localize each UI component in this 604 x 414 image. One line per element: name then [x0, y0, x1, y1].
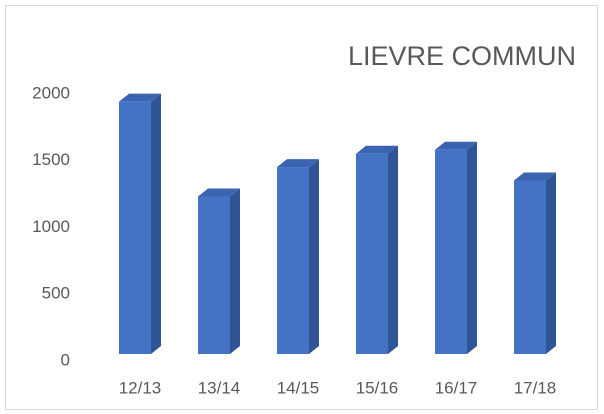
chart-title: LIEVRE COMMUN: [348, 41, 576, 71]
bar-top: [119, 93, 161, 102]
bar-top: [277, 159, 319, 168]
bar: [514, 172, 556, 354]
y-tick-label: 0: [61, 350, 70, 369]
bar-front: [356, 153, 388, 354]
bar-top: [356, 145, 398, 154]
bar: [356, 145, 398, 354]
bar-side: [151, 93, 161, 355]
x-tick-label: 12/13: [119, 378, 162, 397]
bar-top: [198, 188, 240, 197]
bar-front: [435, 149, 467, 354]
bar-side: [388, 145, 398, 354]
y-tick-label: 2000: [32, 83, 70, 102]
bar: [435, 141, 477, 354]
bar-side: [467, 141, 477, 354]
bar-top: [435, 141, 477, 150]
x-tick-label: 15/16: [356, 378, 399, 397]
y-tick-label: 1500: [32, 150, 70, 169]
x-tick-label: 17/18: [514, 378, 557, 397]
bar-top: [514, 172, 556, 181]
bar: [277, 159, 319, 354]
bar-front: [119, 101, 151, 354]
x-tick-label: 16/17: [435, 378, 478, 397]
x-tick-label: 14/15: [277, 378, 320, 397]
bar-front: [198, 196, 230, 354]
bar-front: [277, 167, 309, 354]
bar: [119, 93, 161, 355]
bar-side: [309, 159, 319, 354]
bar-side: [230, 188, 240, 354]
bar-front: [514, 180, 546, 354]
x-tick-label: 13/14: [198, 378, 241, 397]
y-tick-label: 1000: [32, 217, 70, 236]
y-tick-label: 500: [42, 284, 70, 303]
bar: [198, 188, 240, 354]
bar-side: [546, 172, 556, 354]
